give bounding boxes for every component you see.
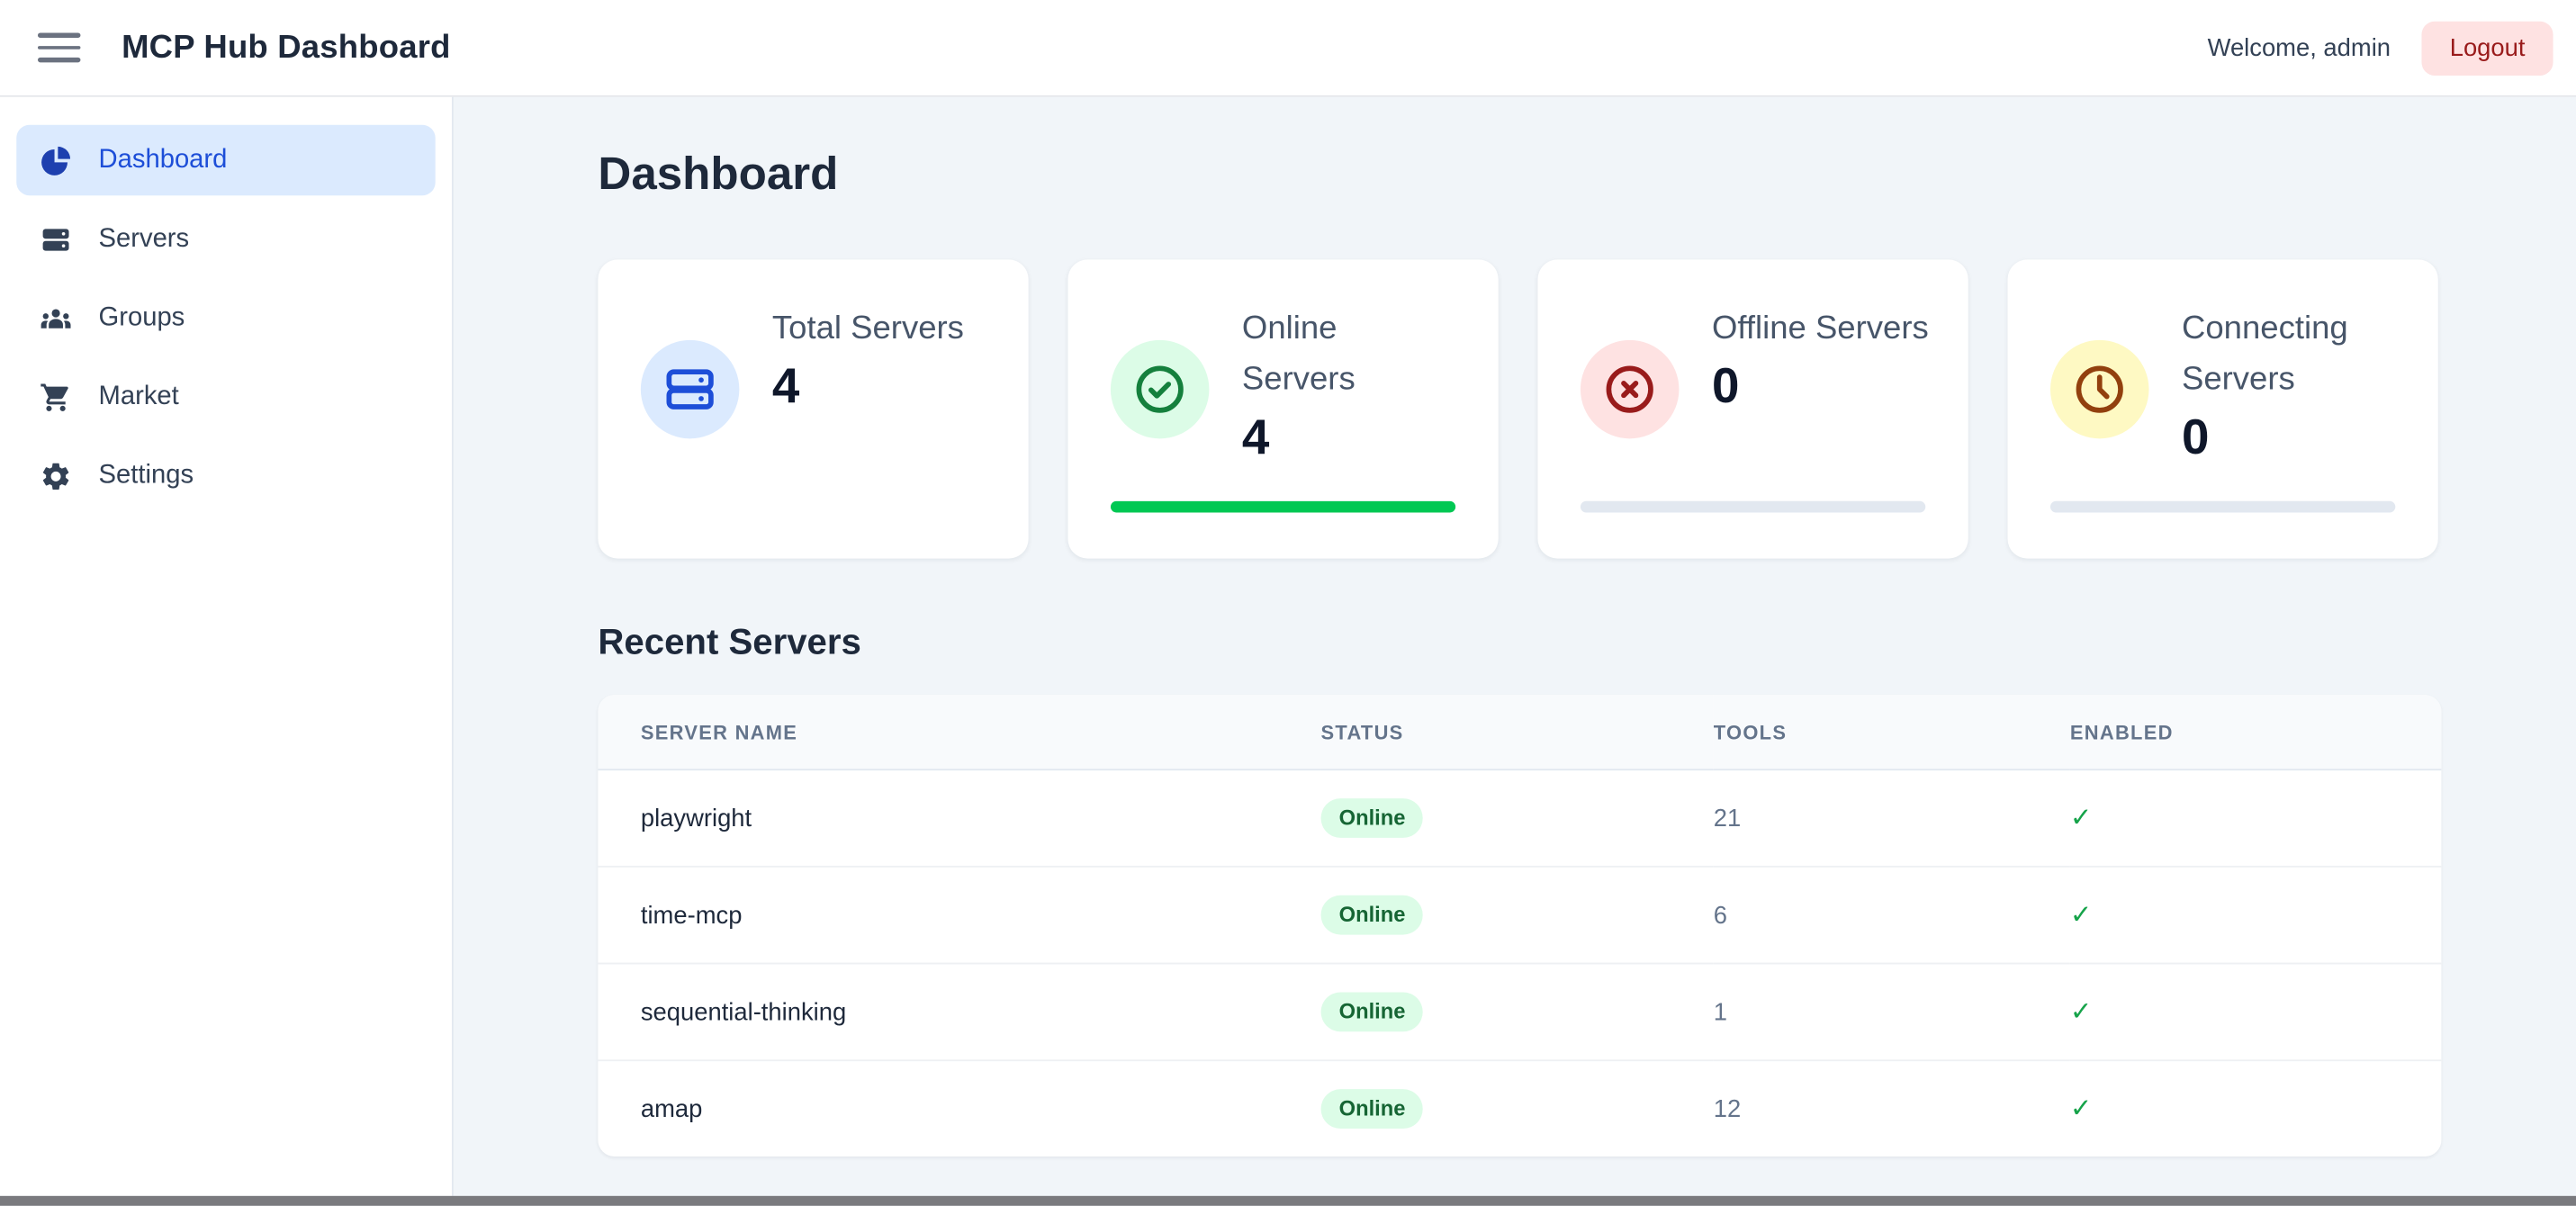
table-row[interactable]: playwright Online 21 ✓ [598,770,2442,868]
stat-card-online-servers: Online Servers 4 [1067,259,1499,559]
menu-toggle-button[interactable] [37,32,81,65]
stat-card-total-servers: Total Servers 4 [598,259,1029,559]
tools-count: 6 [1713,866,2070,965]
column-header-server-name: SERVER NAME [640,720,798,743]
progress-fill [1110,500,1456,513]
recent-servers-table: SERVER NAME STATUS TOOLS ENABLED playwri… [598,695,2442,1157]
main-content: Dashboard Total Servers 4 [455,94,2576,1196]
stat-label: Offline Servers [1711,310,1929,347]
clock-icon [2049,339,2149,439]
sidebar-item-groups[interactable]: Groups [16,283,435,353]
hamburger-icon [37,58,81,63]
check-circle-icon [1110,339,1210,439]
logout-button[interactable]: Logout [2421,20,2553,76]
page-title: Dashboard [598,148,839,199]
server-name: playwright [598,770,1321,868]
progress-track [1580,500,1926,513]
column-header-enabled: ENABLED [2069,720,2174,743]
server-icon [640,339,740,439]
sidebar-item-label: Groups [98,302,185,331]
table-header-row: SERVER NAME STATUS TOOLS ENABLED [598,695,2442,770]
sidebar: Dashboard Servers [0,94,454,1196]
sidebar-item-servers[interactable]: Servers [16,203,435,274]
sidebar-item-label: Servers [98,224,190,253]
tools-count: 1 [1713,963,2070,1062]
stat-label: Total Servers [771,310,964,347]
enabled-check-icon: ✓ [2069,963,2442,1062]
column-header-tools: TOOLS [1713,720,1788,743]
stat-card-connecting-servers: Connecting Servers 0 [2007,259,2438,559]
table-row[interactable]: amap Online 12 ✓ [598,1060,2441,1156]
pie-chart-icon [40,144,73,177]
welcome-text: Welcome, admin [2207,33,2391,62]
stat-value: 0 [1711,359,1740,414]
column-header-status: STATUS [1320,720,1404,743]
stat-value: 0 [2181,410,2210,465]
servers-icon [40,222,73,256]
sidebar-item-label: Market [98,382,179,410]
groups-icon [40,302,73,335]
tools-count: 12 [1713,1094,1742,1123]
server-name: sequential-thinking [598,963,1321,1062]
app-title: MCP Hub Dashboard [122,28,451,66]
stat-label: Connecting Servers [2181,310,2348,398]
stat-cards-row: Total Servers 4 Online Servers 4 [598,259,2441,559]
x-circle-icon [1580,339,1680,439]
enabled-check-icon: ✓ [2069,866,2442,965]
sidebar-item-market[interactable]: Market [16,362,435,432]
top-bar: MCP Hub Dashboard Welcome, admin Logout [0,0,2576,97]
status-badge: Online [1320,992,1424,1032]
hamburger-icon [37,45,81,50]
sidebar-item-label: Dashboard [98,145,228,174]
stat-value: 4 [771,359,800,414]
hamburger-icon [37,32,81,38]
enabled-check-icon: ✓ [2069,1095,2093,1124]
sidebar-item-dashboard[interactable]: Dashboard [16,124,436,196]
stat-label: Online Servers [1241,310,1356,398]
recent-servers-title: Recent Servers [598,620,861,662]
window-scrollbar[interactable] [0,1195,2576,1206]
progress-track [1110,500,1456,513]
stat-value: 4 [1241,410,1270,465]
top-bar-right: Welcome, admin Logout [2207,20,2576,76]
status-badge: Online [1320,1089,1424,1129]
enabled-check-icon: ✓ [2069,770,2442,868]
server-name: amap [640,1094,703,1123]
stat-card-offline-servers: Offline Servers 0 [1537,259,1968,559]
cart-icon [40,381,73,414]
server-name: time-mcp [598,866,1321,965]
status-badge: Online [1320,895,1424,935]
progress-track [2049,500,2396,513]
sidebar-item-settings[interactable]: Settings [16,440,435,510]
table-row[interactable]: sequential-thinking Online 1 ✓ [598,963,2442,1062]
status-badge: Online [1320,798,1424,838]
sidebar-item-label: Settings [98,460,194,490]
tools-count: 21 [1713,770,2070,868]
gear-icon [40,459,73,492]
table-row[interactable]: time-mcp Online 6 ✓ [598,866,2442,965]
